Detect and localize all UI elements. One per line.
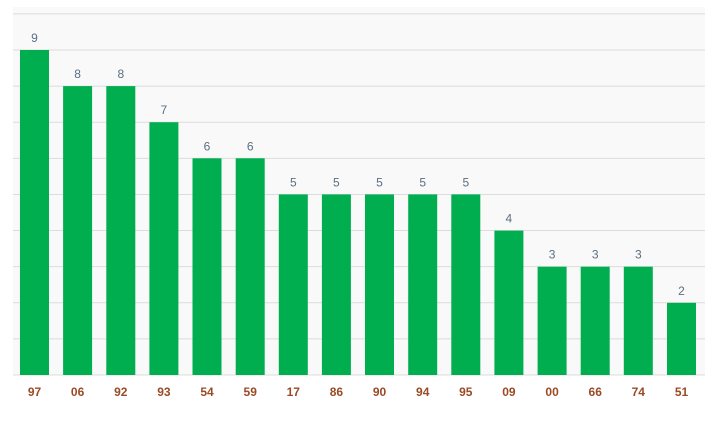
x-tick-label-09: 09 xyxy=(502,385,516,399)
value-label-86: 5 xyxy=(333,175,340,189)
x-tick-label-00: 00 xyxy=(545,385,559,399)
x-tick-label-74: 74 xyxy=(632,385,646,399)
x-tick-label-90: 90 xyxy=(373,385,387,399)
bar-92 xyxy=(106,86,136,375)
bar-95 xyxy=(451,194,481,375)
bar-51 xyxy=(667,302,696,375)
x-tick-label-59: 59 xyxy=(244,385,258,399)
value-label-95: 5 xyxy=(462,175,469,189)
x-tick-label-94: 94 xyxy=(416,385,430,399)
value-label-17: 5 xyxy=(290,175,297,189)
value-label-06: 8 xyxy=(74,67,81,81)
x-tick-label-51: 51 xyxy=(675,385,689,399)
x-tick-label-93: 93 xyxy=(157,385,171,399)
bar-94 xyxy=(408,194,438,375)
bar-00 xyxy=(537,266,567,375)
bar-97 xyxy=(20,50,49,375)
value-label-94: 5 xyxy=(419,175,426,189)
bar-74 xyxy=(623,266,653,375)
value-labels: 9 8 8 7 6 6 5 5 5 5 5 4 3 3 3 2 xyxy=(31,31,685,298)
bar-86 xyxy=(321,194,351,375)
value-label-66: 3 xyxy=(592,248,599,262)
bars xyxy=(20,50,696,375)
value-label-90: 5 xyxy=(376,175,383,189)
value-label-51: 2 xyxy=(678,284,685,298)
value-label-74: 3 xyxy=(635,248,642,262)
bar-09 xyxy=(494,230,524,375)
value-label-93: 7 xyxy=(161,103,168,117)
value-label-00: 3 xyxy=(549,248,556,262)
bar-59 xyxy=(235,158,265,375)
x-tick-label-66: 66 xyxy=(589,385,603,399)
value-label-59: 6 xyxy=(247,139,254,153)
x-tick-label-86: 86 xyxy=(330,385,344,399)
bar-17 xyxy=(278,194,308,375)
x-tick-label-06: 06 xyxy=(71,385,85,399)
value-label-97: 9 xyxy=(31,31,38,45)
bar-93 xyxy=(149,122,179,375)
bar-66 xyxy=(580,266,610,375)
bar-90 xyxy=(365,194,394,375)
x-tick-label-92: 92 xyxy=(114,385,128,399)
value-label-54: 6 xyxy=(204,139,211,153)
x-axis-tick-labels: 97 06 92 93 54 59 17 86 90 94 95 09 00 66 74 51 xyxy=(28,385,689,399)
x-tick-label-54: 54 xyxy=(200,385,214,399)
x-tick-label-17: 17 xyxy=(287,385,301,399)
x-tick-label-95: 95 xyxy=(459,385,473,399)
bar-06 xyxy=(63,86,93,375)
value-label-92: 8 xyxy=(117,67,124,81)
x-tick-label-97: 97 xyxy=(28,385,42,399)
value-label-09: 4 xyxy=(506,212,513,226)
bar-54 xyxy=(192,158,222,375)
